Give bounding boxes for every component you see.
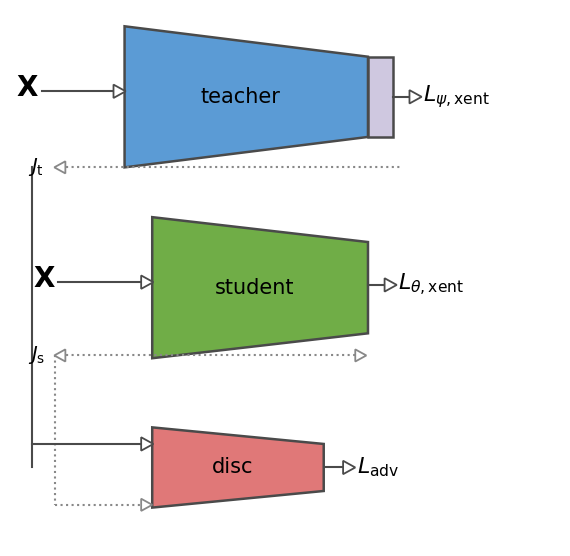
Polygon shape	[385, 278, 397, 291]
Text: $J_\mathrm{s}$: $J_\mathrm{s}$	[28, 345, 45, 366]
Text: $\mathbf{X}$: $\mathbf{X}$	[32, 266, 55, 293]
Polygon shape	[343, 461, 355, 474]
Text: teacher: teacher	[201, 87, 280, 107]
Polygon shape	[141, 499, 152, 511]
Text: disc: disc	[211, 458, 253, 478]
Text: $L_{\mathrm{adv}}$: $L_{\mathrm{adv}}$	[357, 456, 400, 479]
Polygon shape	[54, 161, 66, 173]
Polygon shape	[125, 26, 368, 167]
Polygon shape	[368, 57, 393, 137]
Polygon shape	[152, 217, 368, 358]
Polygon shape	[355, 349, 367, 361]
Polygon shape	[141, 437, 153, 451]
Polygon shape	[54, 349, 66, 361]
Text: $\mathbf{X}$: $\mathbf{X}$	[16, 75, 39, 102]
Polygon shape	[152, 428, 324, 508]
Text: $L_{\psi,\mathrm{xent}}$: $L_{\psi,\mathrm{xent}}$	[424, 83, 490, 110]
Text: $L_{\theta,\mathrm{xent}}$: $L_{\theta,\mathrm{xent}}$	[398, 272, 465, 298]
Text: student: student	[215, 277, 294, 297]
Polygon shape	[141, 275, 153, 289]
Polygon shape	[409, 90, 422, 103]
Polygon shape	[113, 85, 125, 98]
Text: $J_\mathrm{t}$: $J_\mathrm{t}$	[28, 156, 44, 178]
